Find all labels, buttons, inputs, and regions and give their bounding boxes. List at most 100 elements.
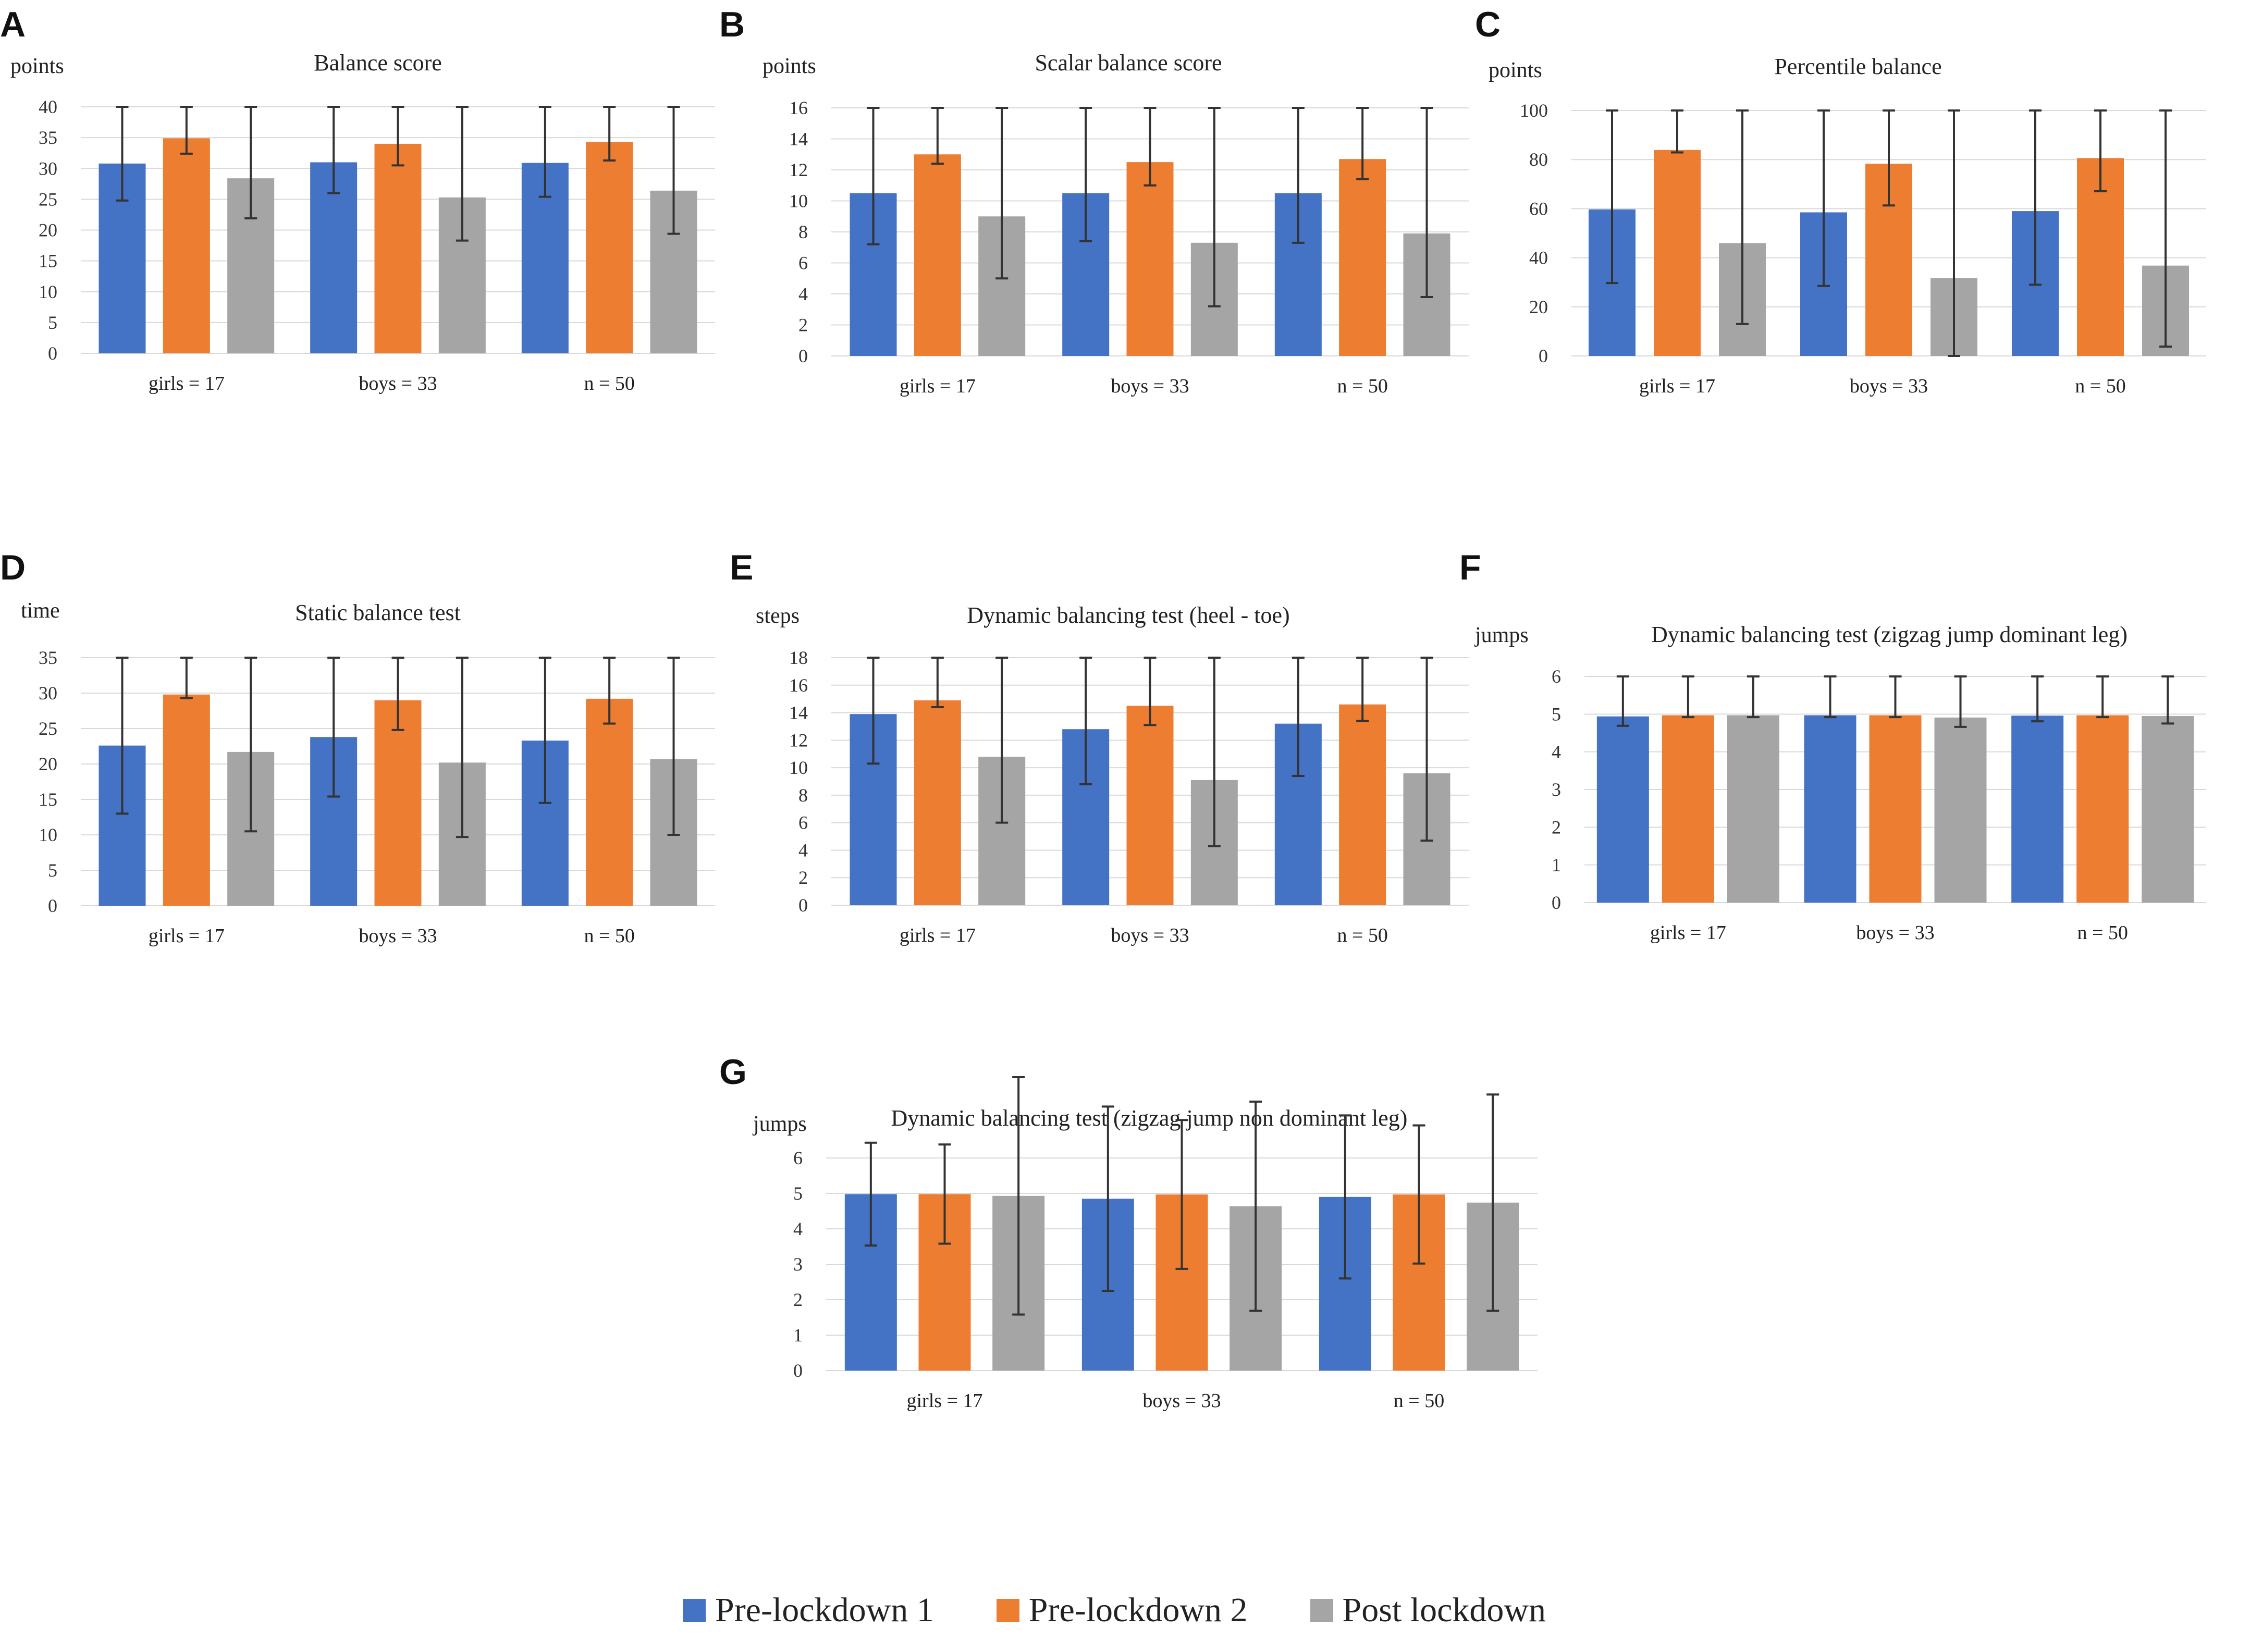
panel-b-bar-pre-lockdown-2-boys-33 — [1126, 162, 1174, 356]
panel-d-y-tick-label: 10 — [39, 824, 57, 845]
panel-d-y-tick-label: 35 — [39, 647, 57, 668]
panel-g-x-tick-label: boys = 33 — [1142, 1390, 1221, 1412]
panel-e-bar-pre-lockdown-2-girls-17 — [914, 700, 961, 905]
panel-b-y-tick-label: 8 — [798, 221, 808, 242]
panel-c-x-tick-label: girls = 17 — [1639, 375, 1715, 397]
panel-f-bar-post-lockdown-girls-17 — [1727, 715, 1779, 903]
panel-f-y-tick-label: 6 — [1552, 666, 1561, 687]
panel-e-y-axis-label: steps — [756, 604, 800, 628]
panel-e-letter: E — [730, 548, 753, 587]
panel-c-y-tick-label: 0 — [1539, 346, 1548, 366]
panel-e-y-tick-label: 14 — [789, 702, 808, 723]
legend: Pre-lockdown 1 Pre-lockdown 2 Post lockd… — [683, 1589, 1546, 1631]
panel-b-title: Scalar balance score — [1035, 50, 1222, 76]
panel-d-x-tick-label: girls = 17 — [149, 925, 225, 947]
panel-c: C Percentile balance points 0 20 40 60 80 100 gir… — [1475, 5, 2206, 397]
panel-g-x-tick-label: n = 50 — [1394, 1390, 1444, 1412]
panel-e-bar-pre-lockdown-2-boys-33 — [1126, 706, 1174, 905]
panel-a-x-tick-label: girls = 17 — [149, 373, 225, 394]
panel-b-y-tick-label: 0 — [798, 346, 808, 366]
panel-d-bar-pre-lockdown-2-n-50 — [586, 698, 633, 906]
panel-a-y-tick-label: 20 — [39, 220, 57, 241]
panel-b: B Scalar balance score points 0 2 4 6 8 10 12 14 16… — [719, 5, 1469, 397]
panel-e-y-tick-label: 12 — [789, 730, 808, 750]
panel-e-y-tick-label: 8 — [798, 785, 808, 806]
legend-item-pre-lockdown-2: Pre-lockdown 2 — [996, 1591, 1248, 1630]
panel-e-x-tick-label: boys = 33 — [1111, 924, 1189, 946]
panel-d-y-tick-label: 5 — [48, 860, 57, 881]
panel-c-x-tick-label: n = 50 — [2075, 375, 2125, 397]
panel-d-y-axis-label: time — [21, 599, 60, 623]
panel-g-y-tick-label: 6 — [793, 1148, 803, 1168]
panel-b-bar-pre-lockdown-2-girls-17 — [914, 154, 961, 356]
panel-d-bar-pre-lockdown-2-girls-17 — [163, 694, 210, 906]
panel-a-y-tick-label: 40 — [39, 96, 57, 117]
panel-a-x-tick-label: boys = 33 — [359, 373, 437, 394]
panel-g: G Dynamic balancing test (zigzag jump non… — [719, 1052, 1538, 1412]
panel-f-y-tick-label: 0 — [1552, 892, 1561, 913]
panel-a-y-axis-label: points — [10, 54, 64, 78]
panel-b-y-tick-label: 2 — [798, 315, 808, 336]
panel-f-x-tick-label: n = 50 — [2077, 922, 2128, 944]
panel-d-bar-pre-lockdown-2-boys-33 — [374, 700, 422, 906]
legend-item-post-lockdown: Post lockdown — [1310, 1591, 1546, 1630]
panel-g-y-tick-label: 0 — [793, 1360, 803, 1381]
panel-e-x-tick-label: girls = 17 — [900, 924, 976, 946]
panel-d-y-tick-label: 15 — [39, 789, 57, 810]
legend-swatch-pre-lockdown-2 — [996, 1599, 1019, 1622]
panel-f-bar-pre-lockdown-2-girls-17 — [1662, 715, 1714, 903]
panel-c-y-axis-label: points — [1489, 58, 1542, 82]
panel-f-y-tick-label: 3 — [1552, 779, 1561, 800]
panel-e-y-tick-label: 2 — [798, 867, 808, 888]
panel-b-y-tick-label: 12 — [789, 159, 808, 180]
panel-f-x-tick-label: girls = 17 — [1650, 922, 1726, 944]
panel-f-y-axis-label: jumps — [1474, 623, 1529, 647]
panel-f-y-tick-label: 5 — [1552, 704, 1561, 724]
panel-g-y-tick-label: 3 — [793, 1254, 803, 1275]
panel-g-y-tick-label: 1 — [793, 1325, 803, 1346]
panel-b-y-tick-label: 4 — [798, 283, 808, 304]
panel-d-x-tick-label: boys = 33 — [359, 925, 437, 947]
panel-e-bar-pre-lockdown-2-n-50 — [1339, 704, 1386, 905]
legend-label-pre-lockdown-2: Pre-lockdown 2 — [1028, 1591, 1248, 1629]
panel-b-bar-pre-lockdown-2-n-50 — [1339, 159, 1386, 356]
panel-b-y-axis-label: points — [763, 54, 816, 78]
panel-a-y-tick-label: 30 — [39, 158, 57, 179]
panel-a-y-tick-label: 10 — [39, 281, 57, 302]
legend-swatch-pre-lockdown-1 — [683, 1599, 706, 1622]
panel-f-bar-post-lockdown-boys-33 — [1934, 717, 1987, 903]
panel-b-y-tick-label: 10 — [789, 191, 808, 212]
panel-g-x-tick-label: girls = 17 — [907, 1390, 983, 1412]
panel-f-bar-pre-lockdown-1-n-50 — [2011, 716, 2064, 903]
panel-b-letter: B — [719, 5, 745, 44]
panel-a-bar-pre-lockdown-2-n-50 — [586, 142, 633, 353]
panel-a-title: Balance score — [314, 50, 442, 76]
panel-c-letter: C — [1475, 5, 1501, 44]
panel-g-title: Dynamic balancing test (zigzag jump non … — [891, 1105, 1408, 1131]
panel-f-letter: F — [1459, 548, 1481, 587]
panel-g-y-tick-label: 2 — [793, 1289, 803, 1310]
panel-e-y-tick-label: 6 — [798, 812, 808, 833]
legend-item-pre-lockdown-1: Pre-lockdown 1 — [683, 1591, 934, 1630]
panel-b-y-tick-label: 16 — [789, 97, 808, 118]
panel-b-x-tick-label: boys = 33 — [1111, 375, 1189, 397]
panel-d-y-tick-label: 0 — [48, 895, 57, 916]
panel-a-bar-pre-lockdown-2-girls-17 — [163, 138, 210, 353]
panel-c-y-tick-label: 100 — [1520, 100, 1548, 121]
panel-a-y-tick-label: 25 — [39, 189, 57, 209]
panel-a-x-tick-label: n = 50 — [584, 373, 634, 394]
panel-e-y-tick-label: 4 — [798, 840, 808, 860]
panel-a-y-tick-label: 0 — [48, 343, 57, 364]
panel-f-bar-post-lockdown-n-50 — [2142, 716, 2194, 903]
panel-g-y-tick-label: 4 — [793, 1218, 803, 1239]
panel-a-y-tick-label: 5 — [48, 312, 57, 333]
panel-d-y-tick-label: 25 — [39, 718, 57, 739]
panel-b-x-tick-label: n = 50 — [1337, 375, 1387, 397]
legend-label-pre-lockdown-1: Pre-lockdown 1 — [715, 1591, 934, 1629]
panel-f-x-tick-label: boys = 33 — [1856, 922, 1934, 944]
panel-f-bar-pre-lockdown-1-girls-17 — [1596, 716, 1649, 903]
panel-a-y-tick-label: 15 — [39, 251, 57, 272]
panel-f-bar-pre-lockdown-2-boys-33 — [1869, 715, 1922, 903]
panel-g-letter: G — [719, 1052, 747, 1092]
